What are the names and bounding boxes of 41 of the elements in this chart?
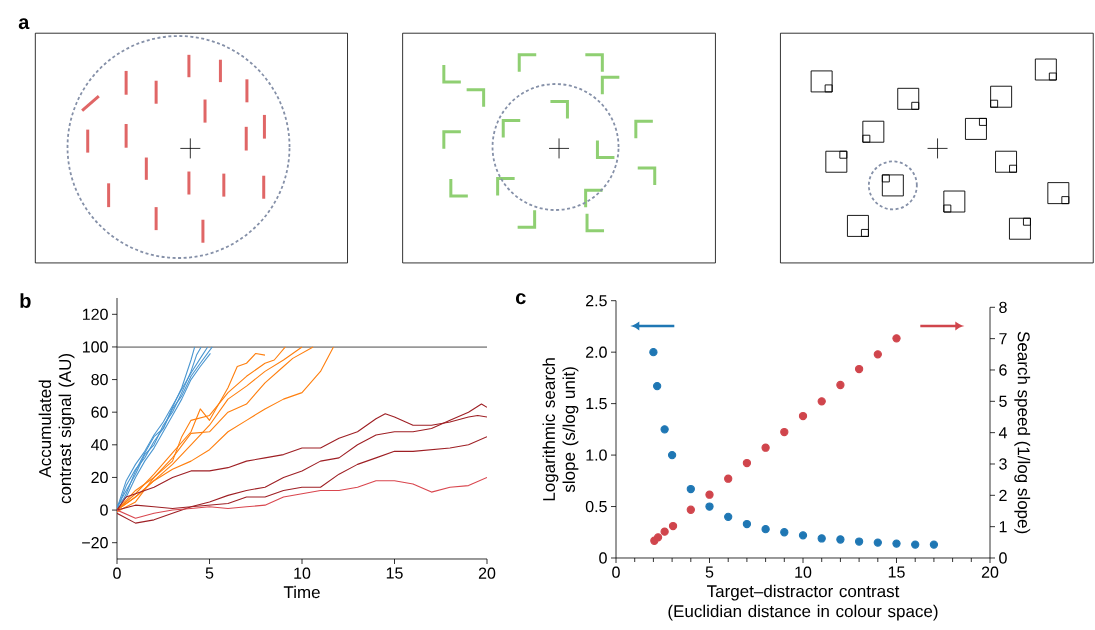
y2-tick-label: 6 — [999, 364, 1007, 376]
x-tick-label: 15 — [386, 567, 403, 579]
y-axis-title: Logarithmic search slope (s/log unit) — [542, 358, 579, 501]
text: b — [20, 293, 31, 308]
x-tick-label: 20 — [981, 566, 999, 578]
x-tick-label: 5 — [205, 567, 214, 579]
y-tick-label: 40 — [91, 439, 108, 451]
x-tick-label: 10 — [294, 567, 311, 579]
y-tick-label: 0 — [599, 552, 607, 564]
y-tick-label: 1.5 — [586, 398, 607, 410]
x-tick-label: 20 — [478, 567, 496, 579]
y2-tick-label: 0 — [999, 552, 1007, 564]
y-tick-label: 100 — [83, 341, 108, 353]
y-tick-label: 80 — [91, 373, 108, 386]
x-tick-label: 0 — [612, 566, 620, 578]
x-axis-title: Time — [283, 585, 320, 599]
y2-tick-label: 8 — [999, 301, 1007, 313]
x-tick-label: 15 — [888, 566, 905, 578]
y2-tick-label: 2 — [999, 489, 1007, 501]
y-tick-label: 2.5 — [586, 295, 607, 307]
y-tick-label: 60 — [91, 406, 108, 418]
x-tick-label: 10 — [795, 566, 812, 578]
x-axis-title: Target–distractor contrast (Euclidian distance in colour space) — [668, 584, 938, 621]
text: c — [515, 293, 526, 305]
y2-tick-label: 1 — [999, 521, 1007, 533]
y-tick-label: 1.0 — [586, 449, 607, 461]
x-tick-label: 0 — [113, 567, 121, 579]
y-tick-label: −20 — [82, 537, 108, 549]
y2-tick-label: 5 — [999, 395, 1007, 407]
y2-axis-title: Search speed (1/log slope) — [1014, 331, 1031, 534]
text: a — [18, 18, 30, 30]
y-tick-label: 0 — [100, 504, 108, 516]
y2-tick-label: 3 — [999, 458, 1007, 470]
y-tick-label: 20 — [91, 471, 108, 484]
y-tick-label: 2.0 — [586, 346, 607, 358]
y-axis-title: Accumulated contrast signal (AU) — [38, 354, 75, 504]
y2-tick-label: 7 — [999, 333, 1007, 345]
y-tick-label: 0.5 — [585, 500, 607, 513]
y2-tick-label: 4 — [998, 427, 1007, 439]
y-tick-label: 120 — [83, 308, 108, 320]
x-tick-label: 5 — [705, 566, 714, 578]
